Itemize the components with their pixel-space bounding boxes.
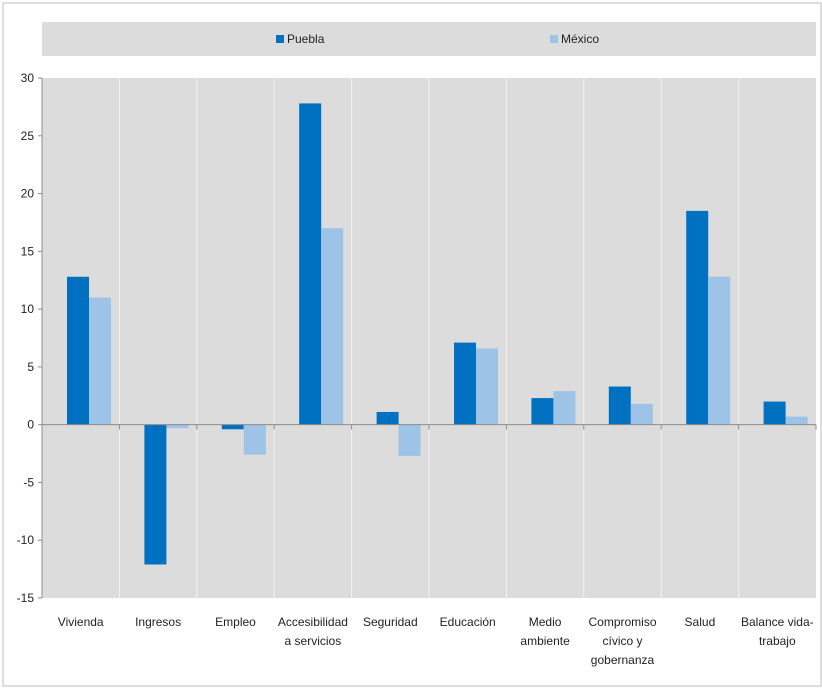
legend: Puebla México (276, 32, 599, 46)
bar-mxico-1 (166, 424, 189, 429)
category-label: Compromiso cívico y gobernanza (588, 615, 656, 667)
bar-puebla-6 (531, 398, 554, 425)
bar-puebla-9 (763, 401, 786, 425)
legend-label: Puebla (287, 32, 325, 46)
bar-puebla-7 (608, 386, 631, 425)
bar-mxico-7 (630, 403, 653, 425)
bar-puebla-5 (454, 342, 476, 425)
y-axis: 30 25 20 15 10 5 0 -5 -10 -15 (17, 71, 43, 605)
legend-bar (42, 22, 816, 56)
category-label: Educación (440, 615, 496, 629)
zero-line (41, 424, 817, 430)
x-axis-labels: Vivienda Ingresos Empleo Accesibilidad a ser… (58, 615, 814, 667)
category-label: Medio ambiente (520, 615, 570, 648)
category-label: Salud (685, 615, 716, 629)
y-tick-label: -15 (17, 591, 35, 605)
bar-mxico-2 (243, 424, 266, 455)
bar-puebla-8 (686, 210, 709, 425)
bar-mxico-3 (321, 228, 344, 425)
y-tick-label: 20 (21, 187, 35, 201)
bar-mxico-5 (476, 348, 498, 425)
category-label: Vivienda (58, 615, 104, 629)
category-label: Empleo (215, 615, 256, 629)
category-label: Accesibilidad a servicios (278, 615, 348, 648)
y-tick-label: 30 (21, 71, 35, 85)
bar-puebla-2 (221, 424, 244, 430)
legend-swatch (276, 35, 284, 43)
y-tick-label: 25 (21, 129, 35, 143)
vertical-gridlines (118, 78, 740, 598)
y-tick-label: -10 (17, 533, 35, 547)
bars (67, 103, 808, 565)
y-tick-label: -5 (23, 475, 34, 489)
bar-mxico-9 (785, 416, 808, 425)
category-label: Balance vida-trabajo (741, 615, 814, 648)
category-label: Ingresos (135, 615, 181, 629)
legend-swatch (550, 35, 558, 43)
y-tick-label: 0 (27, 418, 34, 432)
bar-mxico-6 (553, 391, 576, 425)
bar-mxico-8 (708, 276, 731, 425)
bar-puebla-1 (144, 424, 167, 565)
y-tick-label: 5 (27, 360, 34, 374)
category-label: Seguridad (363, 615, 418, 629)
y-tick-label: 15 (21, 244, 35, 258)
bar-puebla-4 (376, 411, 399, 425)
bar-puebla-3 (299, 103, 322, 425)
bar-mxico-0 (89, 297, 111, 425)
y-tick-label: 10 (21, 302, 35, 316)
bar-puebla-0 (67, 276, 89, 425)
bar-mxico-4 (398, 424, 421, 456)
legend-label: México (561, 32, 599, 46)
